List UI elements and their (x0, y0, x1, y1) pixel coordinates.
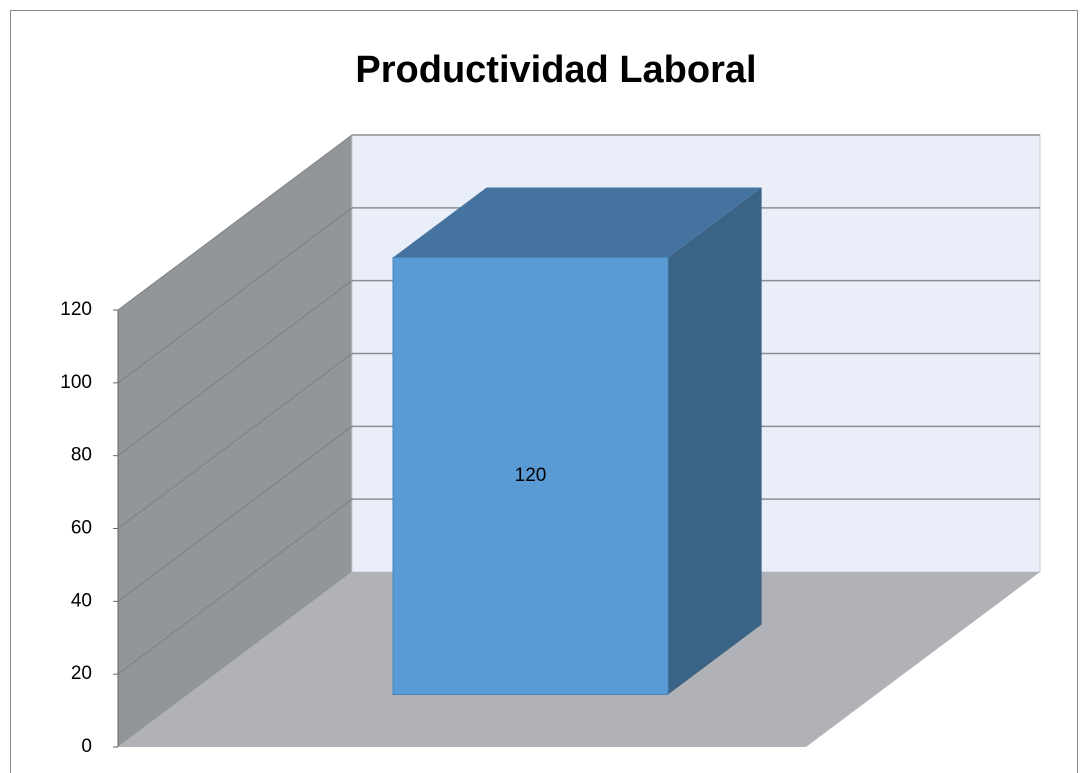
grid-line (117, 207, 353, 384)
y-tick-label: 0 (81, 736, 92, 757)
y-tick-label: 20 (71, 663, 92, 684)
y-tick-label: 60 (71, 518, 92, 539)
grid-line (117, 280, 353, 457)
y-tick-label: 40 (71, 590, 92, 611)
data-label: 120 (515, 465, 547, 486)
chart-title: Productividad Laboral (355, 49, 756, 91)
grid-line (117, 134, 353, 311)
y-tick-label: 120 (60, 299, 92, 320)
grid-line (117, 353, 353, 529)
y-tick-label: 100 (60, 372, 92, 393)
grid-line (117, 498, 353, 675)
bar (392, 257, 669, 695)
bar-side (668, 187, 762, 695)
y-tick-label: 80 (71, 445, 92, 466)
bar-top (393, 187, 762, 258)
grid-line (117, 425, 353, 602)
